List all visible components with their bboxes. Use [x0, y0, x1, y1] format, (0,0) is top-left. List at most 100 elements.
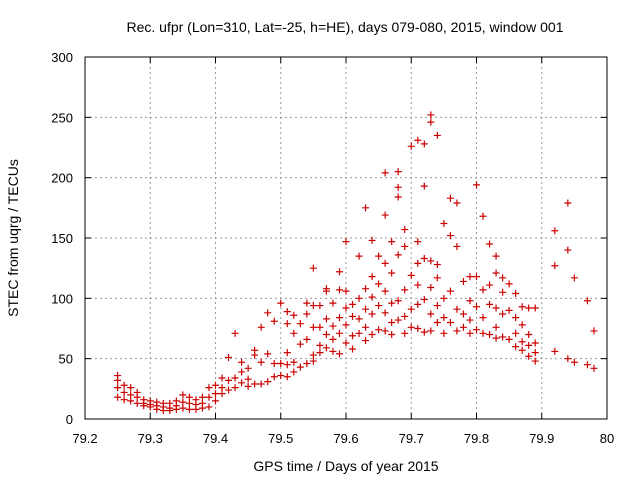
data-point: [590, 364, 598, 372]
y-tick-label: 150: [51, 231, 73, 246]
data-point: [218, 374, 226, 382]
data-point: [512, 329, 520, 337]
data-point: [198, 393, 206, 401]
data-point: [205, 403, 213, 411]
data-point: [479, 286, 487, 294]
data-point: [270, 373, 278, 381]
data-point: [283, 320, 291, 328]
data-point: [355, 329, 363, 337]
data-point: [205, 393, 213, 401]
data-point: [264, 350, 272, 358]
data-point: [335, 350, 343, 358]
x-tick-label: 79.7: [399, 431, 424, 446]
data-point: [525, 304, 533, 312]
data-point: [322, 287, 330, 295]
data-point: [362, 337, 370, 345]
data-point: [433, 274, 441, 282]
data-point: [512, 290, 520, 298]
data-point: [127, 397, 135, 405]
data-point: [394, 193, 402, 201]
x-tick-label: 79.4: [203, 431, 228, 446]
data-point: [388, 238, 396, 246]
data-point: [238, 358, 246, 366]
data-point: [212, 390, 219, 398]
data-point: [127, 391, 135, 399]
data-point: [283, 373, 291, 381]
data-point: [570, 274, 578, 282]
data-point: [244, 364, 252, 372]
data-point: [518, 321, 526, 329]
data-point: [231, 384, 239, 392]
data-point: [329, 347, 337, 355]
data-point: [466, 297, 474, 305]
data-point: [257, 380, 265, 388]
data-point: [512, 314, 520, 322]
data-points: [114, 111, 598, 415]
data-point: [368, 293, 376, 301]
data-point: [375, 280, 383, 288]
data-point: [440, 220, 448, 228]
data-point: [290, 368, 298, 376]
data-point: [133, 393, 141, 401]
data-point: [492, 323, 500, 331]
data-point: [401, 286, 409, 294]
data-point: [427, 327, 435, 335]
data-point: [159, 407, 167, 415]
data-point: [440, 294, 448, 302]
data-point: [499, 310, 507, 318]
data-point: [127, 384, 135, 392]
y-tick-label: 250: [51, 110, 73, 125]
data-point: [427, 257, 435, 265]
data-point: [270, 317, 278, 325]
data-point: [257, 358, 265, 366]
data-point: [290, 311, 298, 319]
data-point: [459, 277, 467, 285]
x-tick-label: 80: [600, 431, 614, 446]
data-point: [322, 315, 330, 323]
data-point: [198, 404, 206, 412]
data-point: [505, 335, 513, 343]
data-point: [499, 333, 507, 341]
data-point: [512, 343, 520, 351]
data-point: [368, 310, 376, 318]
data-point: [212, 381, 219, 389]
data-point: [414, 238, 422, 246]
data-point: [244, 382, 252, 390]
data-point: [388, 331, 396, 339]
data-point: [583, 361, 591, 369]
data-point: [218, 384, 226, 392]
data-point: [427, 283, 435, 291]
data-point: [531, 357, 539, 365]
data-point: [166, 407, 174, 415]
data-point: [531, 339, 539, 347]
data-point: [329, 322, 337, 330]
data-point: [172, 405, 180, 413]
data-point: [492, 304, 500, 312]
x-tick-label: 79.3: [138, 431, 163, 446]
data-point: [486, 240, 494, 248]
data-point: [583, 297, 591, 305]
data-point: [283, 349, 291, 357]
data-point: [322, 331, 330, 339]
data-point: [479, 329, 487, 337]
data-point: [277, 359, 285, 367]
data-point: [225, 353, 233, 361]
data-point: [355, 315, 363, 323]
data-point: [179, 398, 187, 406]
x-tick-label: 79.9: [529, 431, 554, 446]
data-point: [414, 259, 422, 267]
data-point: [420, 328, 428, 336]
data-point: [114, 393, 122, 401]
data-point: [446, 287, 454, 295]
data-point: [459, 323, 467, 331]
data-point: [316, 349, 324, 357]
data-point: [388, 318, 396, 326]
y-tick-label: 0: [66, 412, 73, 427]
data-point: [329, 299, 337, 307]
data-point: [564, 246, 572, 254]
data-point: [296, 340, 304, 348]
data-point: [407, 271, 415, 279]
data-point: [362, 204, 370, 212]
data-point: [479, 314, 487, 322]
data-point: [394, 183, 402, 191]
